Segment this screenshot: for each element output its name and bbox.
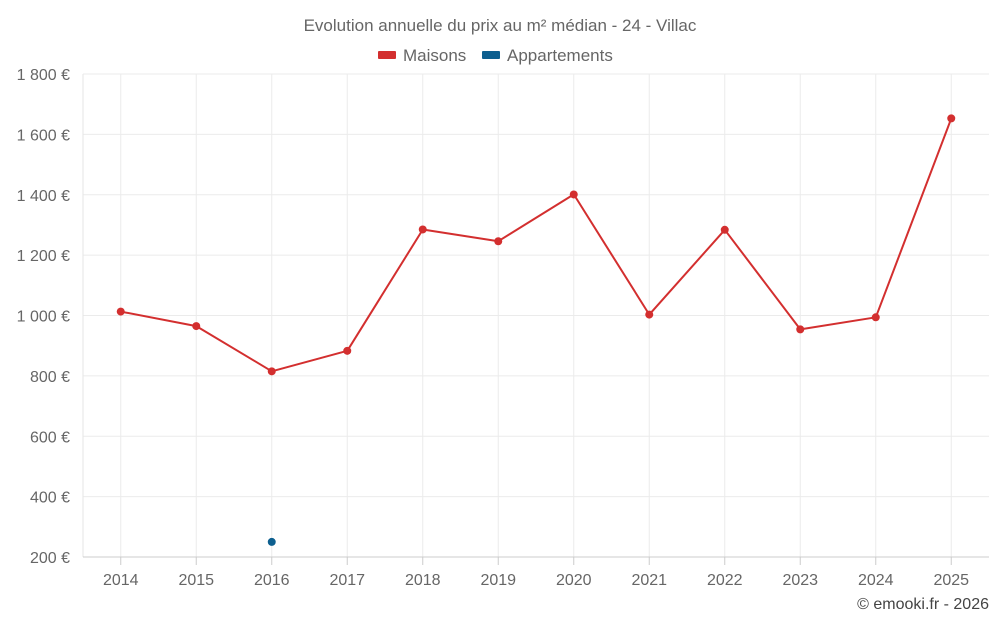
data-point-maisons[interactable]: [645, 310, 654, 319]
y-tick-label: 1 400 €: [17, 188, 70, 205]
data-point-maisons[interactable]: [720, 225, 729, 234]
grid: [83, 73, 989, 558]
y-tick-label: 1 000 €: [17, 309, 70, 326]
legend-item-maisons[interactable]: Maisons: [378, 46, 466, 65]
y-tick-label: 200 €: [30, 550, 70, 567]
legend-label-maisons: Maisons: [403, 46, 466, 65]
data-point-maisons[interactable]: [494, 237, 503, 246]
x-tick-label: 2023: [782, 572, 818, 589]
data-point-maisons[interactable]: [418, 225, 427, 234]
y-tick-label: 1 800 €: [17, 67, 70, 84]
y-tick-label: 1 200 €: [17, 248, 70, 265]
y-tick-label: 800 €: [30, 369, 70, 386]
x-axis: 2014 2015 2016 2017 2018 2019 2020 2021 2022 2023…: [83, 556, 989, 589]
data-point-maisons[interactable]: [569, 190, 578, 199]
x-tick-label: 2021: [631, 572, 667, 589]
y-tick-label: 1 600 €: [17, 127, 70, 144]
legend-label-appartements: Appartements: [507, 46, 613, 65]
data-point-maisons[interactable]: [947, 114, 956, 123]
series-layer: [116, 114, 956, 546]
x-tick-label: 2020: [556, 572, 592, 589]
x-tick-label: 2022: [707, 572, 743, 589]
x-tick-label: 2018: [405, 572, 441, 589]
legend-swatch-appartements: [482, 51, 500, 59]
data-point-maisons[interactable]: [343, 346, 352, 355]
y-axis: 200 € 400 € 600 € 800 € 1 000 € 1 200 € 1 400 …: [17, 67, 84, 567]
data-point-maisons[interactable]: [192, 322, 201, 331]
x-tick-label: 2025: [933, 572, 969, 589]
data-point-maisons[interactable]: [116, 307, 125, 316]
x-tick-label: 2017: [329, 572, 365, 589]
data-point-appartements[interactable]: [267, 537, 276, 546]
series-line-maisons: [120, 118, 953, 373]
data-point-maisons[interactable]: [871, 313, 880, 322]
y-tick-label: 600 €: [30, 429, 70, 446]
legend-item-appartements[interactable]: Appartements: [482, 46, 613, 65]
data-point-maisons[interactable]: [796, 325, 805, 334]
legend-swatch-maisons: [378, 51, 396, 59]
x-tick-label: 2015: [178, 572, 214, 589]
y-tick-label: 400 €: [30, 490, 70, 507]
credit-text: © emooki.fr - 2026: [857, 596, 989, 613]
x-tick-label: 2019: [480, 572, 516, 589]
x-tick-label: 2016: [254, 572, 290, 589]
x-tick-label: 2024: [858, 572, 894, 589]
chart-title: Evolution annuelle du prix au m² médian …: [304, 16, 697, 35]
x-tick-label: 2014: [103, 572, 139, 589]
data-point-maisons[interactable]: [267, 367, 276, 376]
legend: Maisons Appartements: [378, 46, 613, 65]
